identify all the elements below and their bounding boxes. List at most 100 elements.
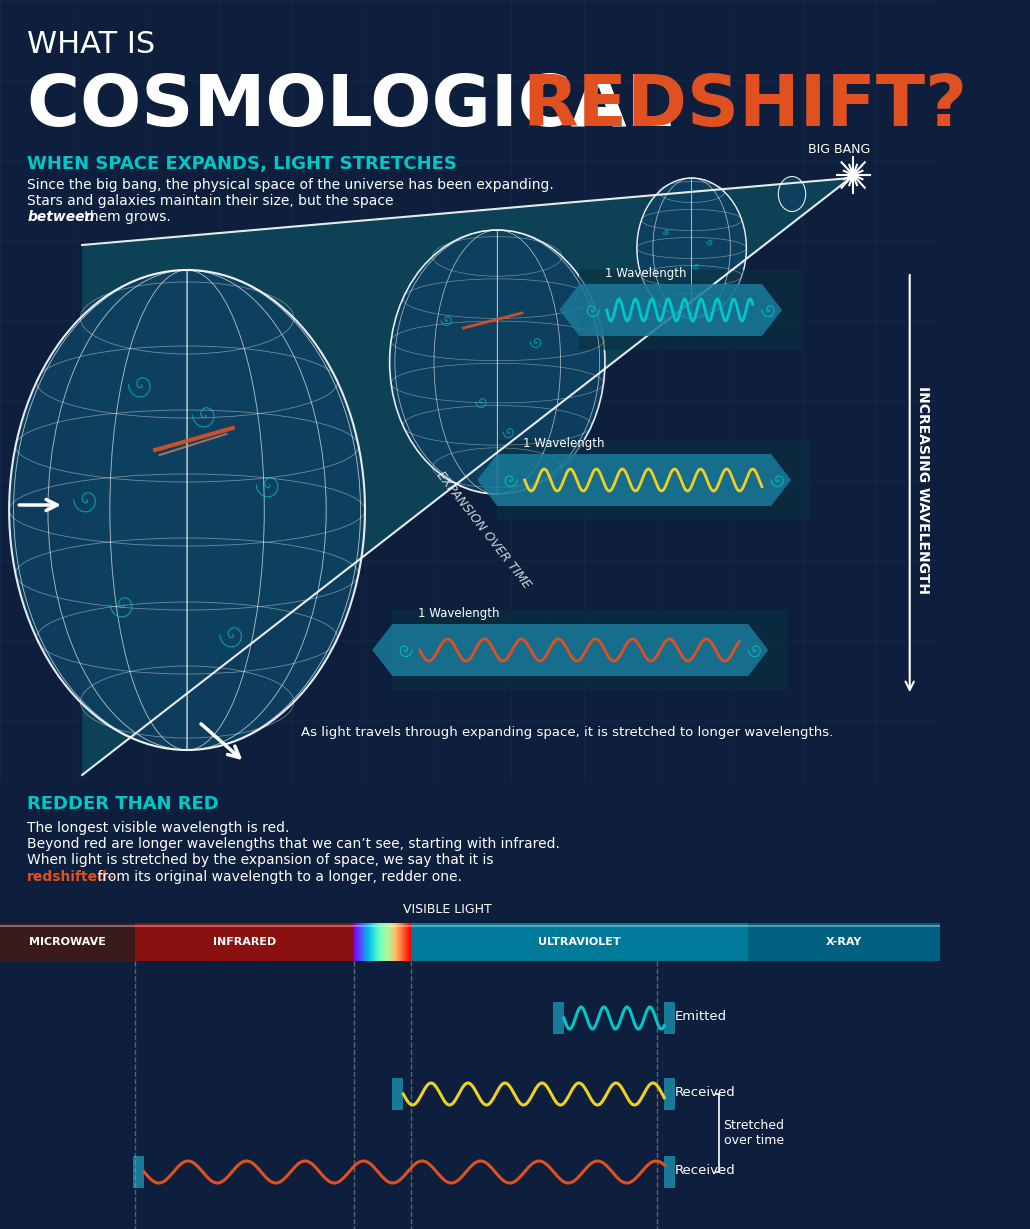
- Text: As light travels through expanding space, it is stretched to longer wavelengths.: As light travels through expanding space…: [301, 726, 833, 739]
- Bar: [388, 923, 389, 961]
- Text: redshifted–: redshifted–: [28, 870, 115, 884]
- Bar: [372, 923, 373, 961]
- Text: REDSHIFT?: REDSHIFT?: [522, 73, 967, 141]
- Bar: [135, 923, 354, 961]
- Text: ULTRAVIOLET: ULTRAVIOLET: [538, 936, 621, 948]
- Text: The longest visible wavelength is red.: The longest visible wavelength is red.: [28, 821, 289, 834]
- Text: X-RAY: X-RAY: [826, 936, 862, 948]
- Bar: [384, 923, 385, 961]
- Text: Since the big bang, the physical space of the universe has been expanding.: Since the big bang, the physical space o…: [28, 178, 554, 192]
- Bar: [381, 923, 382, 961]
- Bar: [379, 923, 381, 961]
- Bar: [375, 923, 376, 961]
- Bar: [382, 923, 383, 961]
- Text: WHEN SPACE EXPANDS, LIGHT STRETCHES: WHEN SPACE EXPANDS, LIGHT STRETCHES: [28, 155, 457, 173]
- Text: REDDER THAN RED: REDDER THAN RED: [28, 795, 219, 814]
- Text: BIG BANG: BIG BANG: [809, 143, 870, 156]
- Bar: [355, 923, 356, 961]
- Bar: [402, 923, 403, 961]
- Bar: [360, 923, 362, 961]
- Bar: [363, 923, 364, 961]
- Polygon shape: [559, 284, 782, 336]
- Text: COSMOLOGICAL: COSMOLOGICAL: [28, 73, 698, 141]
- Bar: [368, 923, 370, 961]
- Polygon shape: [82, 178, 851, 775]
- Text: When light is stretched by the expansion of space, we say that it is: When light is stretched by the expansion…: [28, 853, 499, 866]
- Bar: [748, 923, 939, 961]
- Bar: [369, 923, 370, 961]
- Bar: [393, 923, 394, 961]
- Text: them grows.: them grows.: [80, 210, 171, 224]
- Bar: [391, 923, 392, 961]
- Bar: [365, 923, 366, 961]
- Bar: [405, 923, 406, 961]
- Bar: [404, 923, 405, 961]
- Bar: [377, 923, 378, 961]
- Bar: [397, 923, 398, 961]
- Bar: [389, 923, 390, 961]
- Bar: [390, 923, 391, 961]
- Bar: [664, 1078, 676, 1110]
- Text: 1 Wavelength: 1 Wavelength: [418, 607, 500, 619]
- Bar: [406, 923, 407, 961]
- Bar: [410, 923, 411, 961]
- Bar: [392, 923, 393, 961]
- Ellipse shape: [389, 230, 605, 494]
- Bar: [399, 923, 400, 961]
- Bar: [407, 923, 408, 961]
- Bar: [580, 270, 802, 350]
- Bar: [664, 1002, 676, 1034]
- Bar: [366, 923, 367, 961]
- Ellipse shape: [779, 177, 805, 211]
- Bar: [357, 923, 358, 961]
- Text: Received: Received: [676, 1086, 736, 1099]
- Bar: [356, 923, 358, 961]
- Polygon shape: [372, 624, 768, 676]
- Bar: [364, 923, 365, 961]
- Bar: [362, 923, 363, 961]
- Bar: [396, 923, 397, 961]
- Bar: [370, 923, 371, 961]
- Bar: [373, 923, 374, 961]
- Bar: [367, 923, 368, 961]
- Bar: [385, 923, 386, 961]
- Bar: [664, 1156, 676, 1188]
- Bar: [392, 610, 788, 689]
- Bar: [383, 923, 384, 961]
- Text: MICROWAVE: MICROWAVE: [29, 936, 106, 948]
- Bar: [386, 923, 387, 961]
- Bar: [408, 923, 409, 961]
- Bar: [401, 923, 403, 961]
- Bar: [380, 923, 381, 961]
- Bar: [392, 1078, 404, 1110]
- Bar: [409, 923, 410, 961]
- Polygon shape: [477, 454, 791, 506]
- Bar: [133, 1156, 144, 1188]
- Bar: [358, 923, 359, 961]
- Bar: [0, 923, 135, 961]
- Bar: [398, 923, 399, 961]
- Bar: [497, 440, 812, 520]
- Text: INCREASING WAVELENGTH: INCREASING WAVELENGTH: [917, 386, 930, 594]
- Bar: [403, 923, 404, 961]
- Bar: [374, 923, 375, 961]
- Ellipse shape: [637, 178, 747, 318]
- Ellipse shape: [9, 270, 365, 750]
- Text: INFRARED: INFRARED: [213, 936, 276, 948]
- Text: Stretched
over time: Stretched over time: [723, 1118, 785, 1147]
- Bar: [387, 923, 388, 961]
- Text: Received: Received: [676, 1164, 736, 1177]
- Text: Beyond red are longer wavelengths that we can’t see, starting with infrared.: Beyond red are longer wavelengths that w…: [28, 837, 560, 850]
- Bar: [354, 923, 355, 961]
- Text: EXPANSION OVER TIME: EXPANSION OVER TIME: [434, 469, 534, 591]
- Bar: [0, 783, 939, 1229]
- Bar: [553, 1002, 563, 1034]
- Text: between: between: [28, 210, 95, 224]
- Text: 1 Wavelength: 1 Wavelength: [605, 267, 686, 280]
- Text: Emitted: Emitted: [676, 1010, 727, 1023]
- Bar: [401, 923, 402, 961]
- Bar: [379, 923, 380, 961]
- Text: from its original wavelength to a longer, redder one.: from its original wavelength to a longer…: [93, 870, 461, 884]
- Text: Stars and galaxies maintain their size, but the space: Stars and galaxies maintain their size, …: [28, 194, 393, 208]
- Text: 1 Wavelength: 1 Wavelength: [523, 438, 605, 450]
